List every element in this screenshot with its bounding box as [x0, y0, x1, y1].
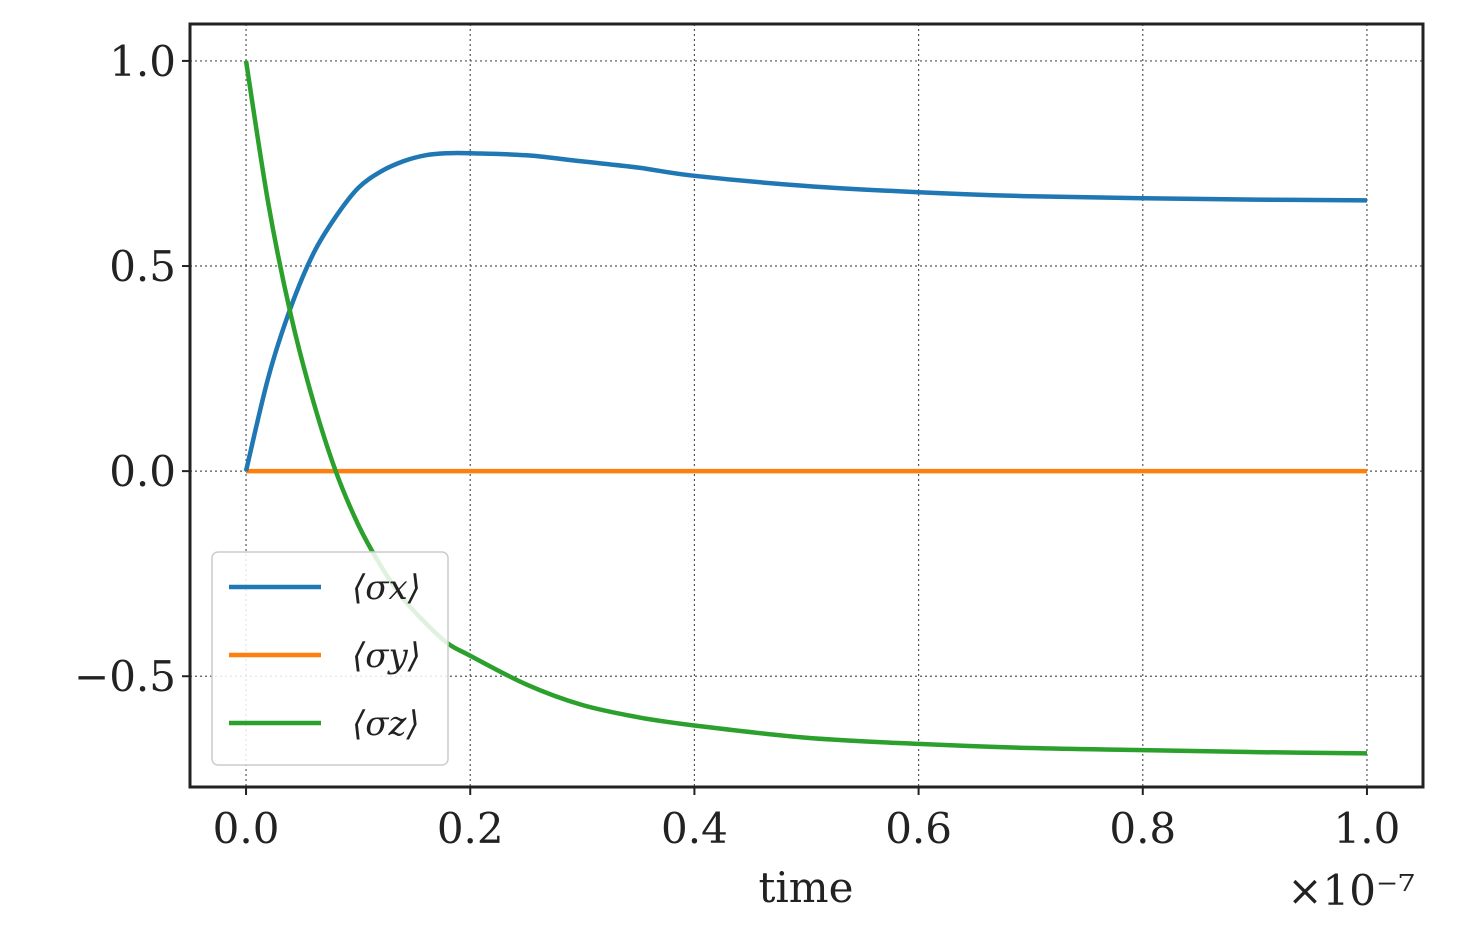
- x-axis-label: time: [759, 863, 854, 912]
- y-tick-label: 0.0: [109, 447, 176, 496]
- legend-box: [211, 551, 449, 766]
- axis-ticks: [182, 59, 1368, 795]
- x-tick-label: 0.4: [661, 804, 728, 853]
- y-tick-label: −0.5: [74, 652, 176, 701]
- y-tick-label: 0.5: [109, 242, 176, 291]
- tick-labels: 0.0 0.2 0.4 0.6 0.8 1.0 1.0 0.5 0.0 −0.5: [74, 37, 1400, 853]
- series-line-1: [243, 150, 1368, 472]
- legend-label: ⟨σz⟩: [352, 704, 420, 744]
- legend: ⟨σx⟩ ⟨σy⟩ ⟨σz⟩: [211, 551, 449, 766]
- series-lines: [243, 60, 1368, 756]
- x-tick-label: 1.0: [1334, 804, 1401, 853]
- x-tick-label: 0.0: [213, 804, 280, 853]
- legend-label: ⟨σy⟩: [352, 636, 421, 676]
- x-tick-label: 0.8: [1109, 804, 1176, 853]
- series-line-3: [243, 60, 1368, 756]
- plot-frame: [188, 22, 1425, 789]
- legend-label: ⟨σx⟩: [352, 568, 421, 608]
- x-offset-label: ×10⁻⁷: [1287, 866, 1415, 915]
- x-tick-label: 0.2: [437, 804, 504, 853]
- x-tick-label: 0.6: [885, 804, 952, 853]
- y-tick-label: 1.0: [109, 37, 176, 86]
